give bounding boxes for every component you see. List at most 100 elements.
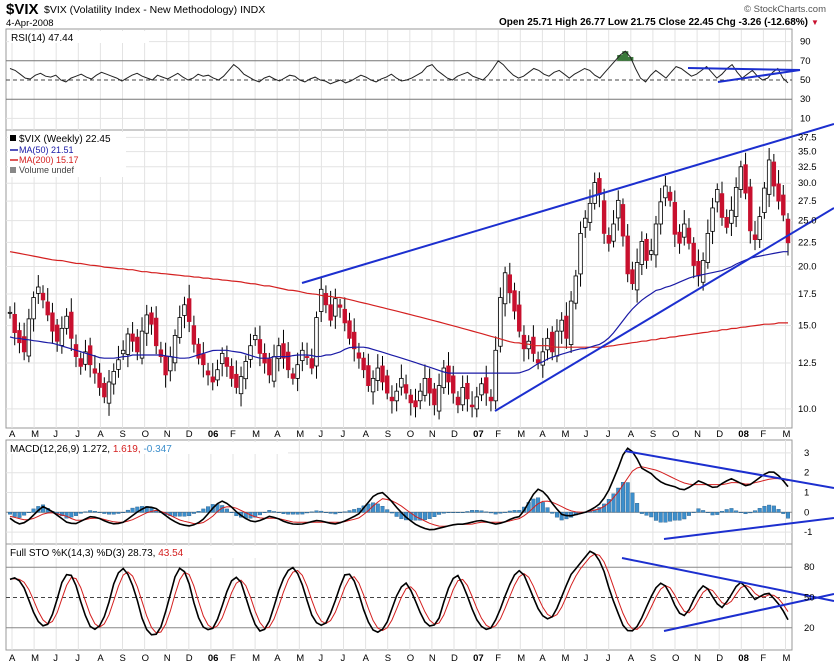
macd-histogram-bar bbox=[97, 512, 102, 513]
x-tick-label: A bbox=[628, 653, 635, 664]
macd-histogram-bar bbox=[691, 511, 696, 513]
x-tick-label: S bbox=[385, 653, 391, 664]
candle-body bbox=[158, 349, 164, 357]
candle-body bbox=[276, 345, 281, 360]
x-tick-label: N bbox=[164, 653, 171, 664]
candle-body bbox=[78, 358, 83, 367]
candle-body bbox=[191, 325, 197, 345]
x-tick-label: A bbox=[628, 429, 635, 440]
rsi-overbought-fill bbox=[627, 56, 634, 61]
x-tick-label: J bbox=[606, 429, 611, 440]
macd-histogram-bar bbox=[257, 512, 262, 516]
macd-histogram-bar bbox=[389, 512, 394, 514]
candle-body bbox=[102, 382, 107, 398]
candle-body bbox=[153, 317, 159, 347]
macd-histogram-bar bbox=[767, 504, 772, 513]
macd-tick-label: 1 bbox=[804, 488, 809, 499]
macd-histogram-bar bbox=[130, 507, 135, 513]
candle-body bbox=[163, 356, 168, 376]
sto-k-line bbox=[9, 550, 789, 636]
macd-histogram-bar bbox=[743, 512, 748, 515]
price-tick-label: 12.5 bbox=[798, 358, 817, 369]
macd-histogram-bar bbox=[422, 512, 427, 521]
macd-layer bbox=[6, 447, 792, 533]
candle-body bbox=[512, 290, 517, 312]
macd-tick-label: -1 bbox=[804, 527, 812, 538]
rsi-legend: RSI(14) 47.44 bbox=[9, 31, 149, 44]
price-tick-label: 27.5 bbox=[798, 196, 817, 207]
candle-body bbox=[352, 331, 357, 350]
price-tick-label: 15.0 bbox=[798, 321, 817, 332]
candle-body bbox=[639, 241, 645, 265]
candle-body bbox=[568, 300, 574, 345]
macd-histogram-bar bbox=[375, 503, 380, 513]
candle-body bbox=[40, 292, 46, 301]
candle-body bbox=[342, 308, 347, 324]
macd-histogram-bar bbox=[342, 511, 347, 513]
x-tick-label: M bbox=[252, 429, 260, 440]
x-tick-label: N bbox=[164, 429, 171, 440]
x-tick-label: D bbox=[186, 429, 193, 440]
macd-histogram-bar bbox=[630, 492, 635, 513]
candle-body bbox=[177, 317, 182, 338]
candle-body bbox=[776, 183, 781, 202]
candle-body bbox=[540, 351, 546, 366]
macd-histogram-bar bbox=[111, 512, 116, 515]
macd-histogram-bar bbox=[757, 508, 762, 513]
trendline bbox=[301, 123, 834, 284]
macd-histogram-bar bbox=[295, 512, 300, 515]
macd-histogram-bar bbox=[262, 512, 267, 513]
macd-histogram-bar bbox=[74, 512, 79, 516]
candle-body bbox=[418, 390, 423, 402]
candle-body bbox=[748, 186, 753, 232]
x-tick-label: O bbox=[407, 653, 414, 664]
x-tick-label: S bbox=[385, 429, 391, 440]
candle-body bbox=[587, 202, 593, 223]
macd-histogram-bar bbox=[427, 512, 432, 519]
candle-body bbox=[328, 304, 333, 321]
x-tick-label: 07 bbox=[473, 653, 484, 664]
x-tick-label: 08 bbox=[738, 429, 749, 440]
candle-body bbox=[766, 159, 772, 195]
trendlines bbox=[301, 67, 834, 632]
candle-body bbox=[83, 351, 88, 365]
candle-body bbox=[210, 376, 215, 383]
x-tick-label: F bbox=[495, 653, 501, 664]
macd-histogram-bar bbox=[602, 503, 607, 513]
candle-body bbox=[564, 315, 569, 339]
candle-body bbox=[314, 317, 319, 367]
macd-histogram-bar bbox=[672, 512, 677, 521]
x-tick-label: M bbox=[562, 653, 570, 664]
macd-tick-label: 0 bbox=[804, 507, 809, 518]
price-layer bbox=[6, 136, 792, 420]
candle-body bbox=[125, 333, 131, 355]
ma50-line bbox=[9, 251, 788, 374]
candle-body bbox=[441, 367, 446, 389]
x-tick-label: N bbox=[429, 429, 436, 440]
x-tick-label: O bbox=[672, 653, 679, 664]
macd-histogram-bar bbox=[503, 511, 508, 513]
x-tick-label: A bbox=[539, 429, 546, 440]
x-tick-label: M bbox=[517, 429, 525, 440]
candle-body bbox=[295, 364, 300, 379]
macd-histogram-bar bbox=[116, 512, 121, 514]
macd-histogram-bar bbox=[663, 512, 668, 523]
macd-histogram-bar bbox=[314, 510, 319, 513]
candle-body bbox=[592, 182, 597, 204]
candle-body bbox=[248, 345, 253, 360]
price-tick-label: 10.0 bbox=[798, 404, 817, 415]
candle-body bbox=[644, 238, 649, 261]
candle-body bbox=[554, 330, 560, 357]
candle-body bbox=[205, 370, 211, 376]
candle-body bbox=[144, 314, 149, 334]
x-tick-label: M bbox=[296, 429, 304, 440]
macd-histogram-bar bbox=[149, 507, 154, 513]
x-tick-label: J bbox=[606, 653, 611, 664]
macd-histogram-bar bbox=[17, 512, 22, 518]
rsi-overbought-fill bbox=[622, 51, 629, 61]
candle-body bbox=[601, 200, 607, 234]
macd-histogram-bar bbox=[540, 502, 545, 513]
candle-body bbox=[573, 275, 579, 304]
macd-histogram-bar bbox=[92, 511, 97, 513]
